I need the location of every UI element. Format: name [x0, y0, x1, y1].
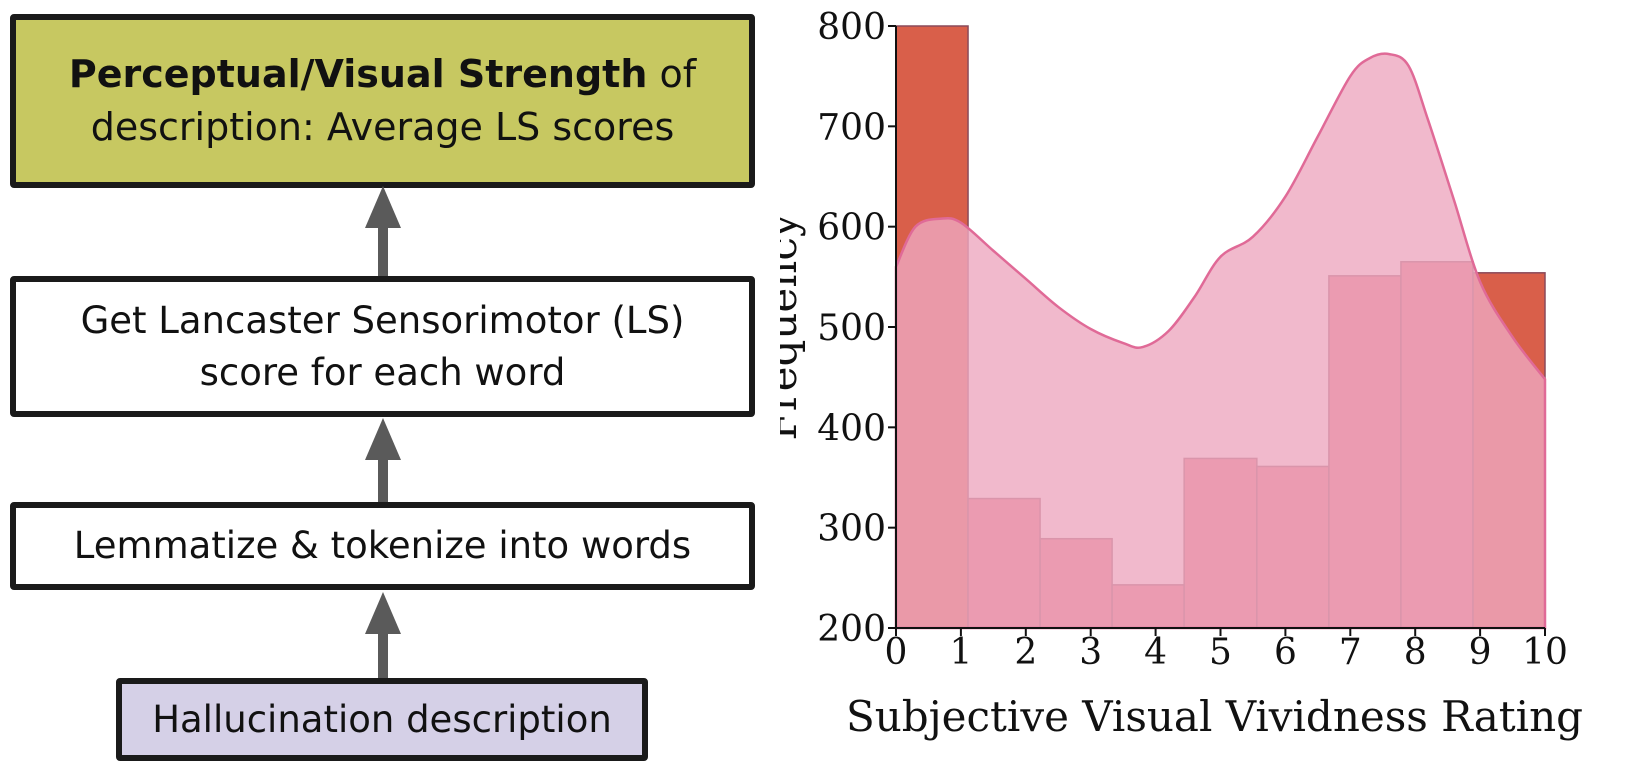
x-tick-label: 2: [1014, 632, 1037, 673]
vividness-histogram: 200 300 400 500 600 700 800 0 1 2 3 4 5 6 7 8 9 10 Subje…: [780, 7, 1583, 741]
y-tick-label: 800: [817, 7, 886, 48]
flow-arrows: [365, 186, 401, 678]
arrow-lemmatize-to-ls: [365, 418, 401, 502]
x-tick-label: 4: [1144, 632, 1167, 673]
y-tick-label: 700: [817, 107, 886, 148]
y-tick-label: 300: [817, 509, 886, 550]
x-tick-label: 10: [1522, 632, 1568, 673]
y-ticks: 200 300 400 500 600 700 800: [817, 7, 896, 650]
perceptual-strength-box: Perceptual/Visual Strength of descriptio…: [10, 14, 755, 188]
x-tick-label: 1: [949, 632, 972, 673]
perceptual-strength-line1: Perceptual/Visual Strength of: [69, 48, 696, 101]
hallucination-description-label: Hallucination description: [152, 697, 612, 741]
arrow-hallucination-to-lemmatize: [365, 592, 401, 678]
x-tick-label: 0: [885, 632, 908, 673]
lemmatize-label: Lemmatize & tokenize into words: [73, 524, 692, 568]
x-tick-label: 8: [1404, 632, 1427, 673]
y-tick-label: 400: [817, 408, 886, 449]
y-tick-label: 500: [817, 308, 886, 349]
x-tick-label: 7: [1339, 632, 1362, 673]
lemmatize-box: Lemmatize & tokenize into words: [10, 502, 755, 590]
lancaster-score-line2: score for each word: [199, 350, 566, 394]
x-tick-label: 9: [1469, 632, 1492, 673]
x-tick-label: 6: [1274, 632, 1297, 673]
density-curve: [894, 52, 1547, 630]
y-tick-label: 600: [817, 208, 886, 249]
x-tick-label: 5: [1209, 632, 1232, 673]
perceptual-strength-rest: of: [647, 51, 697, 96]
x-axis-label: Subjective Visual Vividness Rating: [846, 692, 1583, 741]
perceptual-strength-bold: Perceptual/Visual Strength: [68, 51, 648, 96]
y-tick-label: 200: [817, 609, 886, 650]
y-axis-label: Frequency: [780, 213, 806, 440]
lancaster-score-line1: Get Lancaster Sensorimotor (LS): [80, 298, 685, 342]
arrow-ls-to-perceptual: [365, 186, 401, 276]
x-ticks: 0 1 2 3 4 5 6 7 8 9 10: [885, 628, 1568, 673]
hallucination-description-box: Hallucination description: [116, 678, 648, 761]
perceptual-strength-line2: description: Average LS scores: [90, 105, 675, 149]
x-tick-label: 3: [1079, 632, 1102, 673]
lancaster-score-box: Get Lancaster Sensorimotor (LS) score fo…: [10, 276, 755, 417]
